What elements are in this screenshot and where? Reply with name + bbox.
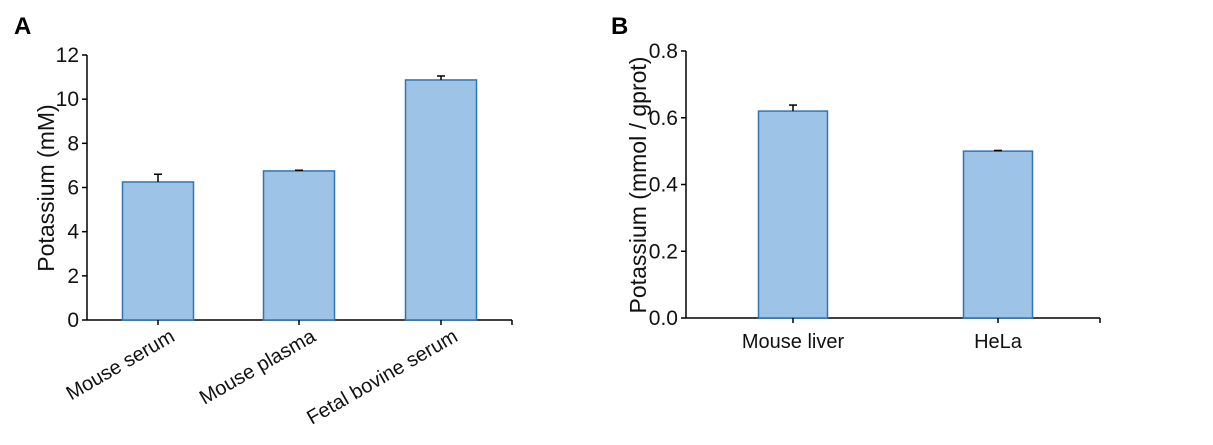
y-tick-label: 6 [67,177,79,200]
y-tick-label: 8 [67,132,79,155]
y-tick-label: 10 [56,88,79,111]
y-tick-label: 0 [67,309,79,332]
y-tick-label: 0.8 [649,40,678,63]
bar [962,150,1034,319]
bar [262,170,336,321]
x-tick-label: HeLa [974,331,1023,353]
y-tick-label: 2 [67,265,79,288]
y-tick-label: 12 [56,44,79,67]
x-tick-label: Mouse plasma [196,325,320,410]
chart-b: 0.0 0.2 0.4 0.6 0.8 Mouse liver HeLa [649,40,1101,353]
y-axis-label-a: Potassium (mM) [33,104,59,271]
y-tick-label: 0.2 [649,240,678,263]
x-tick-label: Mouse liver [742,331,845,353]
y-tick-label: 4 [67,221,79,244]
bar [404,79,478,321]
panel-label-b: B [611,13,628,40]
y-tick-label: 0.6 [649,107,678,130]
x-tick-label: Mouse serum [63,325,179,405]
bar [121,181,195,321]
panel-label-a: A [14,13,31,40]
bar [757,110,829,319]
y-tick-label: 0.0 [649,307,678,330]
y-tick-label: 0.4 [649,174,679,197]
x-tick-label: Fetal bovine serum [303,325,461,429]
y-axis-label-b: Potassium (mmol / gprot) [625,57,651,314]
